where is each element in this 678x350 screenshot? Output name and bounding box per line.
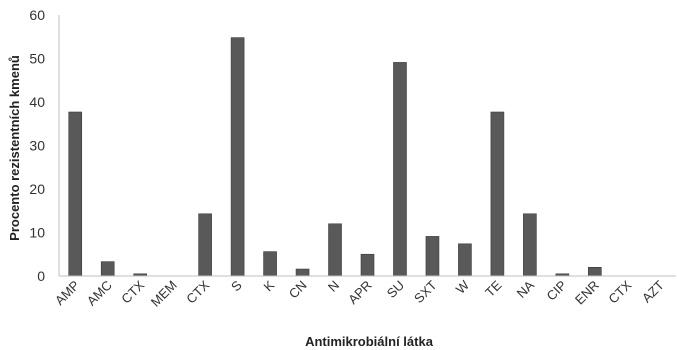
x-tick-label: ENR: [572, 278, 602, 308]
x-tick-label: AZT: [639, 277, 667, 305]
x-tick-label: CIP: [544, 278, 570, 304]
x-tick-label: MEM: [148, 278, 180, 310]
x-tick-label: APR: [345, 278, 375, 308]
bar-w: [458, 243, 472, 277]
x-tick-label: K: [260, 277, 277, 294]
x-tick-label: CTX: [118, 277, 147, 306]
y-tick-label: 60: [29, 7, 45, 23]
x-axis-title: Antimikrobiální látka: [305, 334, 434, 349]
x-tick-label: CTX: [605, 277, 634, 306]
bars: [68, 37, 602, 277]
bar-sxt: [425, 236, 440, 277]
x-tick-label: S: [228, 277, 245, 294]
x-tick-label: N: [325, 278, 342, 295]
x-tick-label: CN: [286, 278, 310, 302]
y-tick-label: 10: [29, 225, 45, 241]
y-tick-label: 0: [37, 268, 45, 284]
bar-n: [328, 223, 342, 277]
bar-su: [393, 62, 407, 277]
bar-apr: [360, 253, 375, 277]
bar-s: [230, 37, 245, 277]
y-tick-label: 40: [29, 94, 45, 110]
bar-k: [263, 251, 277, 277]
bar-na: [523, 213, 537, 277]
x-tick-label: SXT: [411, 277, 440, 306]
bar-cn: [295, 268, 310, 277]
x-tick-label: SU: [384, 278, 407, 301]
bar-amc: [100, 261, 115, 277]
bar-ctx: [198, 213, 212, 277]
x-tick-label: AMP: [52, 278, 83, 309]
bar-amp: [68, 111, 83, 277]
x-tick-label: TE: [482, 277, 505, 300]
x-tick-label: CTX: [183, 277, 212, 306]
y-tick-label: 50: [29, 51, 45, 67]
y-tick-label: 30: [29, 138, 45, 154]
x-tick-label: W: [453, 277, 473, 297]
x-tick-label: NA: [514, 277, 538, 301]
bar-te: [490, 111, 505, 277]
y-tick-label: 20: [29, 181, 45, 197]
y-axis-title: Procento rezistentních kmenů: [7, 55, 22, 241]
bar-enr: [588, 266, 602, 277]
x-tick-label: AMC: [84, 278, 115, 309]
y-axis-ticks: 0 10 20 30 40 50 60: [29, 7, 45, 284]
x-axis-ticks: AMP AMC CTX MEM CTX S K CN N APR SU SXT W TE NA CIP ENR C…: [52, 277, 667, 310]
